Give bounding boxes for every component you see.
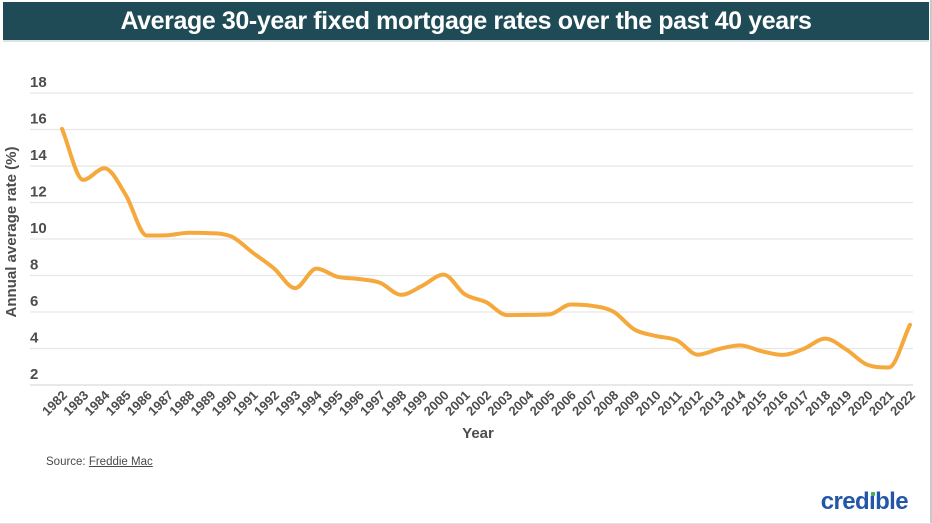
y-tick-label: 8 [30,257,38,274]
source-label: Source: [46,456,89,468]
y-tick-label: 10 [30,220,47,237]
y-tick-label: 14 [30,147,47,164]
rate-line-series [60,126,912,370]
logo-text-part1: cred [820,488,870,515]
y-tick-label: 6 [30,293,38,310]
x-tick-label: 2022 [887,388,918,419]
chart-title: Average 30-year fixed mortgage rates ove… [120,6,812,35]
logo-i-with-green-dot: ı [869,488,876,515]
y-axis-title: Annual average rate (%) [3,147,20,318]
y-tick-label: 4 [30,330,39,347]
y-tick-label: 12 [30,184,47,201]
source-note: Source: Freddie Mac [46,456,153,468]
x-axis-title: Year [462,425,494,442]
credible-logo[interactable]: cred ıble [820,488,909,515]
frame-right-border [930,0,932,524]
logo-text-part2: ble [875,488,908,515]
y-tick-label: 2 [30,366,38,383]
y-tick-label: 16 [30,111,47,128]
logo-dotless-i: ı [869,488,876,515]
mortgage-rate-line-chart: 1816141210864219821983198419851986198719… [3,74,918,442]
logo-green-dot-icon [870,491,875,496]
chart-title-bar: Average 30-year fixed mortgage rates ove… [3,2,929,42]
source-link-freddie-mac[interactable]: Freddie Mac [88,456,153,468]
y-tick-label: 18 [30,74,47,91]
